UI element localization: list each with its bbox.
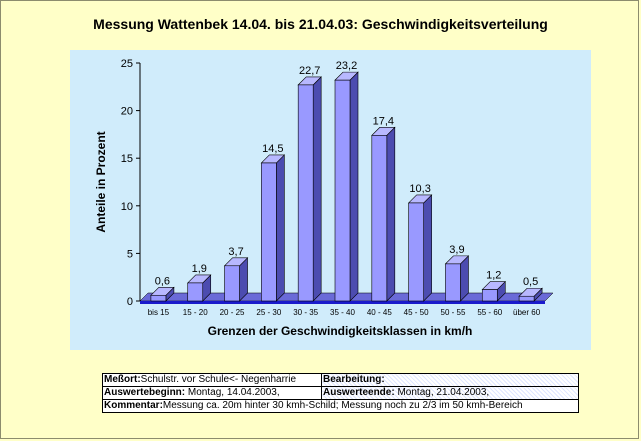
bar: [445, 263, 461, 302]
info-table: Meßort:Schulstr. vor Schule<- Negenharri…: [102, 373, 579, 413]
bar-value-label: 1,2: [486, 270, 501, 282]
x-tick-label: 50 - 55: [441, 308, 466, 317]
y-tick-label: 20: [121, 106, 133, 118]
bar-value-label: 1,9: [192, 263, 207, 275]
bar-value-label: 23,2: [336, 60, 357, 72]
x-tick-label: bis 15: [148, 308, 170, 317]
y-tick-label: 5: [127, 248, 133, 260]
start-value: Montag, 14.04.2003,: [185, 387, 280, 399]
comment-cell: Kommentar:Messung ca. 20m hinter 30 kmh-…: [102, 399, 579, 413]
bar-value-label: 3,7: [228, 246, 243, 258]
bar: [150, 294, 167, 302]
bar: [518, 295, 535, 302]
bar: [297, 84, 314, 302]
bar-value-label: 0,6: [155, 275, 170, 287]
info-row-location: Meßort:Schulstr. vor Schule<- Negenharri…: [102, 373, 579, 387]
end-cell: Auswerteende: Montag, 21.04.2003,: [321, 386, 579, 400]
x-axis-title: Grenzen der Geschwindigkeitsklassen in k…: [208, 324, 473, 338]
x-tick-label: 45 - 50: [404, 308, 429, 317]
info-row-dates: Auswertebeginn: Montag, 14.04.2003, Ausw…: [102, 386, 579, 400]
comment-value: Messung ca. 20m hinter 30 kmh-Schild; Me…: [162, 400, 523, 412]
x-tick-label: über 60: [513, 308, 541, 317]
bar-side: [349, 71, 359, 302]
x-tick-label: 30 - 35: [293, 308, 318, 317]
bar: [371, 135, 388, 302]
bar-side: [276, 154, 285, 302]
bar-side: [423, 194, 432, 302]
x-tick-label: 25 - 30: [256, 308, 281, 317]
bar-chart: 0 5 10 15 20 25 0,6 bis 15 1,9 15 - 20 3,7 20 - 25 1…: [94, 58, 554, 338]
bar: [481, 289, 498, 302]
x-tick-label: 15 - 20: [183, 308, 208, 317]
start-label: Auswertebeginn:: [104, 387, 186, 399]
start-cell: Auswertebeginn: Montag, 14.04.2003,: [102, 386, 322, 400]
x-tick-label: 20 - 25: [220, 308, 245, 317]
comment-label: Kommentar:: [104, 400, 163, 412]
bar: [187, 282, 204, 302]
chart-floor-edge: [140, 301, 545, 304]
y-tick-label: 0: [127, 296, 133, 308]
y-tick-label: 15: [121, 153, 133, 165]
bar-side: [312, 76, 322, 302]
bar-side: [386, 126, 396, 302]
y-tick-label: 25: [121, 58, 133, 70]
bar-value-label: 3,9: [449, 244, 464, 256]
x-tick-label: 40 - 45: [367, 308, 392, 317]
editor-label: Bearbeitung:: [323, 374, 385, 386]
bar-value-label: 10,3: [409, 183, 430, 195]
plot-panel: 0 5 10 15 20 25 0,6 bis 15 1,9 15 - 20 3,7 20 - 25 1…: [70, 50, 591, 350]
location-value: Schulstr. vor Schule<- Negenharrie: [140, 374, 297, 386]
end-value: Montag, 21.04.2003,: [394, 387, 490, 399]
bar: [224, 265, 240, 302]
y-tick-label: 10: [121, 201, 133, 213]
y-axis-title: Anteile in Prozent: [94, 131, 108, 232]
end-label: Auswerteende:: [323, 387, 395, 399]
info-row-comment: Kommentar:Messung ca. 20m hinter 30 kmh-…: [102, 399, 579, 413]
chart-title: Messung Wattenbek 14.04. bis 21.04.03: G…: [93, 16, 548, 32]
bar-value-label: 0,5: [523, 276, 538, 288]
location-cell: Meßort:Schulstr. vor Schule<- Negenharri…: [102, 373, 322, 387]
location-label: Meßort:: [104, 374, 141, 386]
bar-value-label: 22,7: [299, 65, 320, 77]
bar: [408, 202, 424, 302]
editor-cell: Bearbeitung:: [321, 373, 579, 387]
bar-value-label: 14,5: [262, 143, 283, 155]
bar: [334, 79, 351, 302]
bar-value-label: 17,4: [373, 115, 394, 127]
bar: [261, 162, 277, 302]
x-tick-label: 55 - 60: [477, 308, 502, 317]
x-tick-label: 35 - 40: [330, 308, 355, 317]
